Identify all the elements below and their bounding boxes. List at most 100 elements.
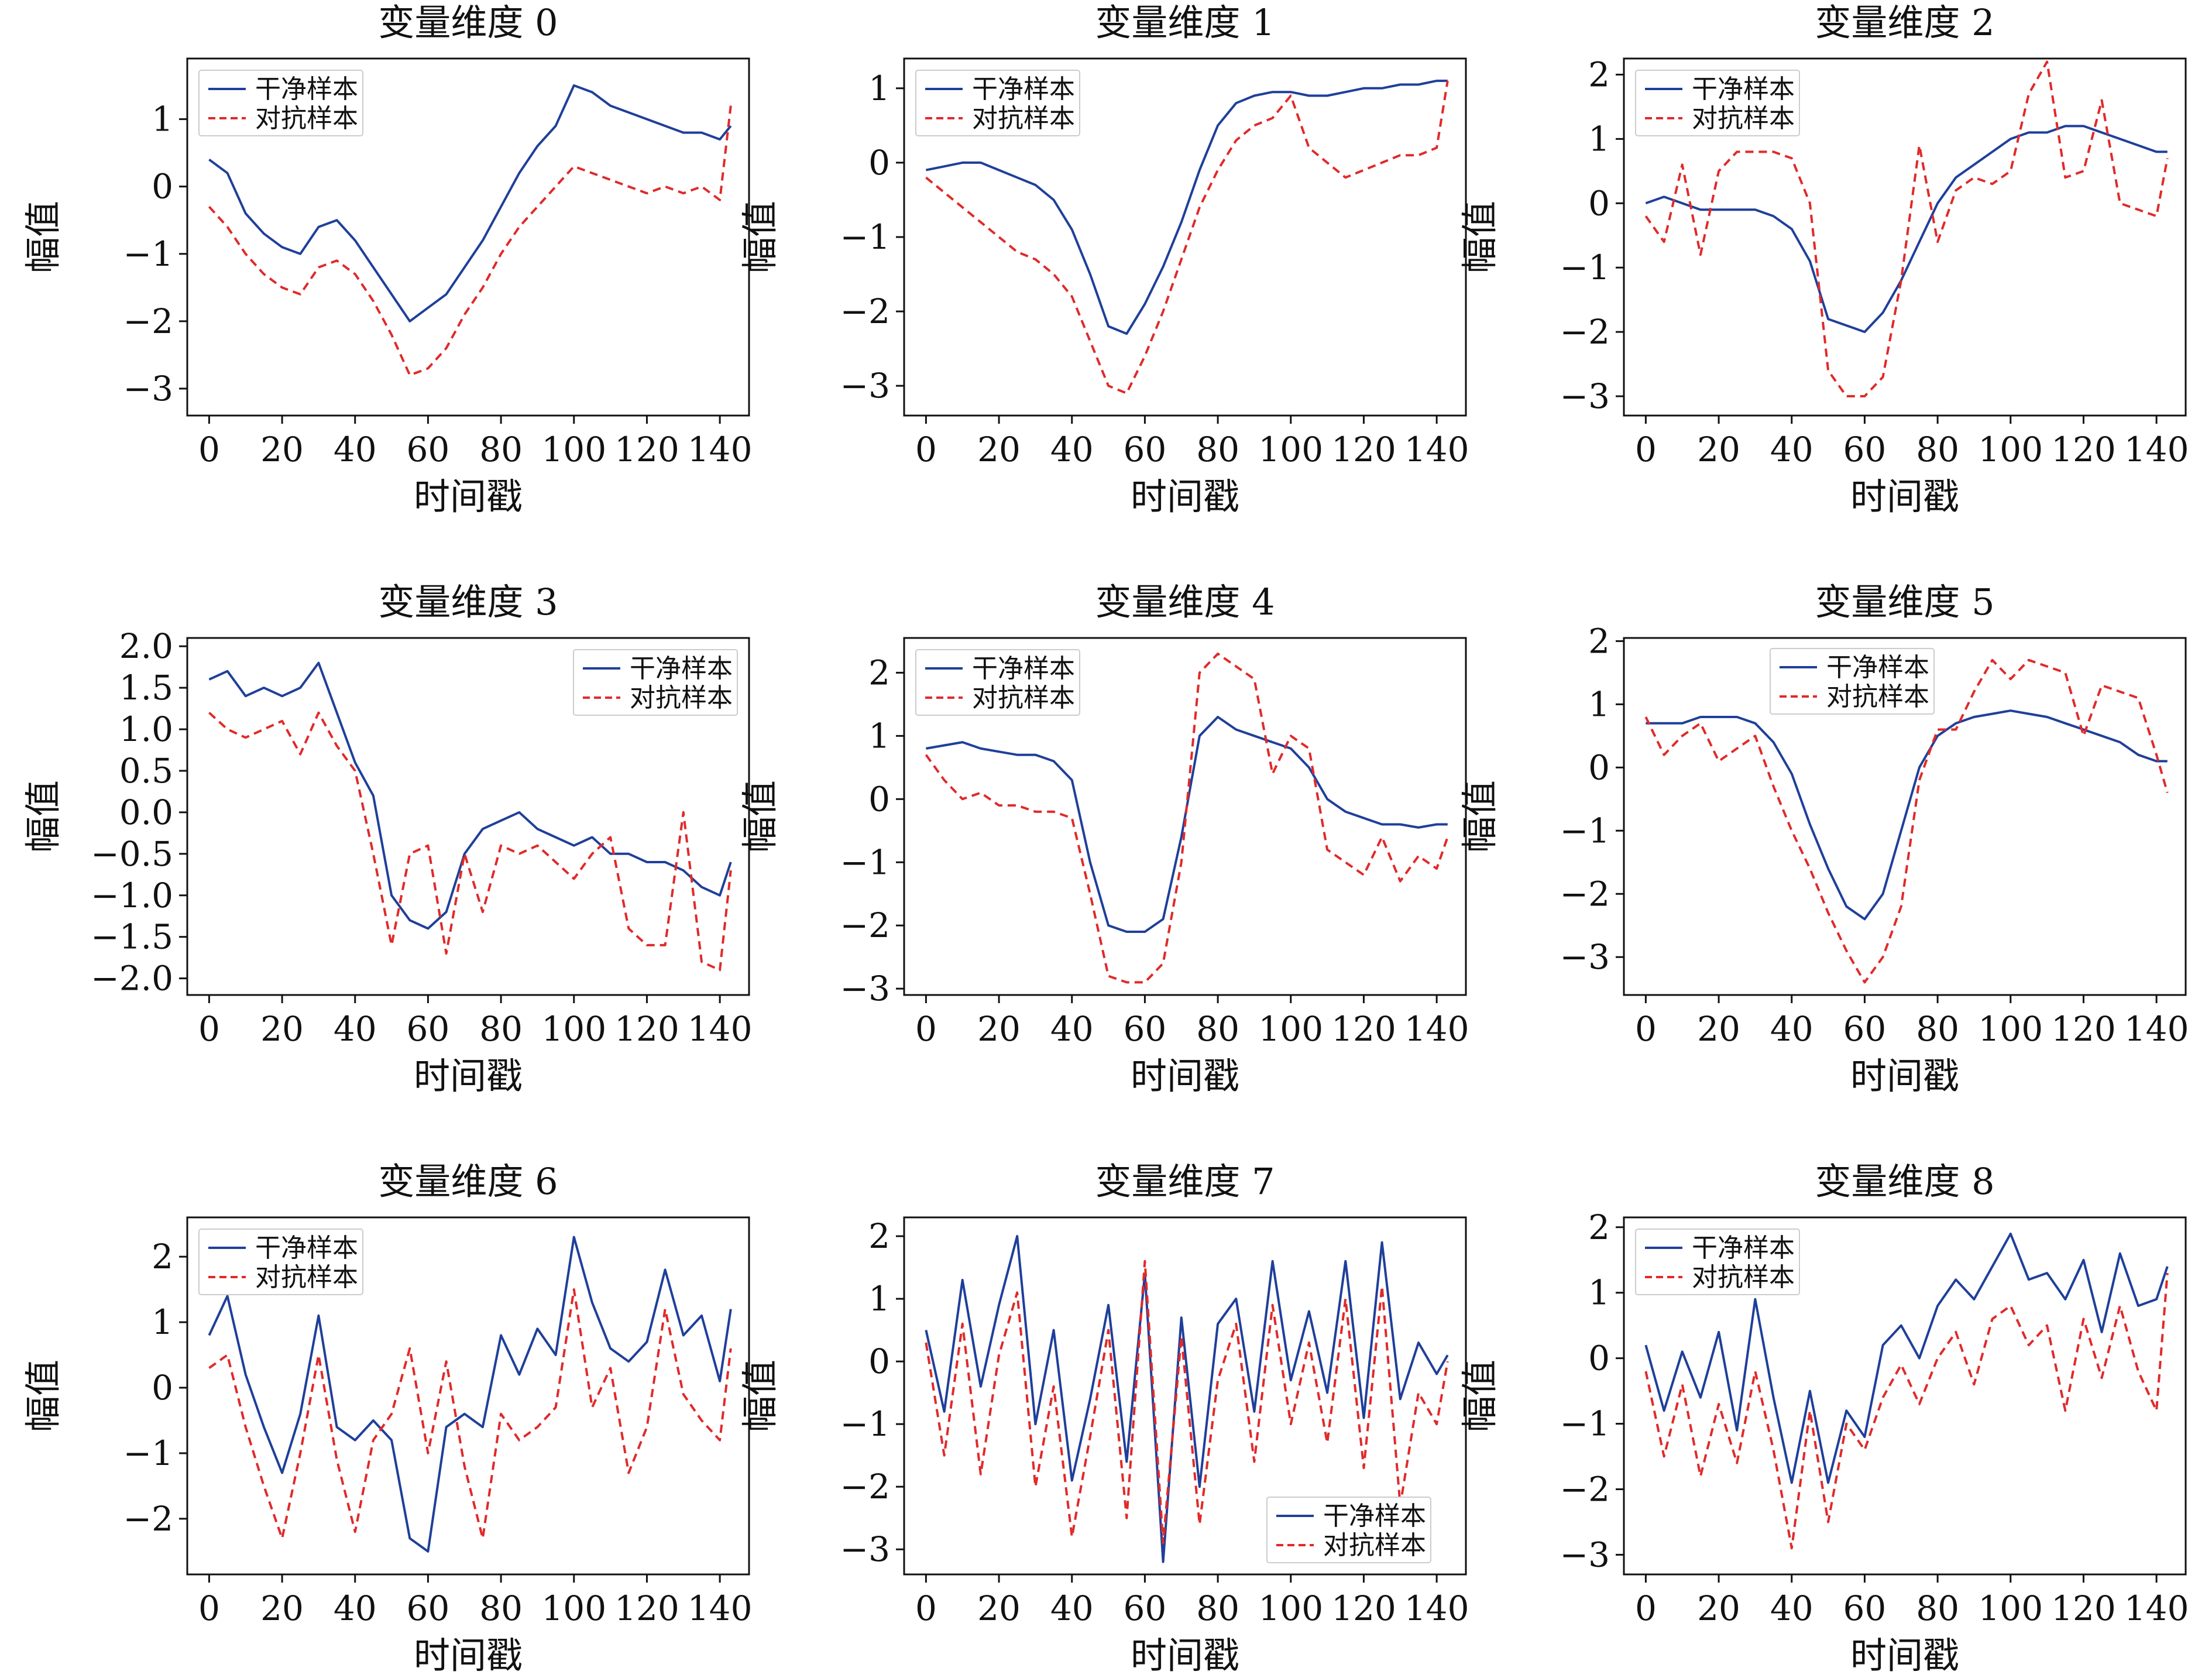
x-axis-label: 时间戳 [1850, 1055, 1959, 1097]
x-tick-label: 0 [915, 430, 937, 469]
x-tick-label: 100 [1258, 1009, 1323, 1049]
plot-frame [1623, 57, 2187, 417]
y-tick-label: 0 [1588, 1339, 1610, 1378]
x-tick-label: 60 [1124, 1009, 1167, 1049]
y-tick-label: −1.5 [91, 917, 173, 957]
y-tick-label: 2.0 [119, 626, 173, 666]
x-tick-label: 40 [334, 1009, 377, 1049]
x-tick-label: 20 [260, 1588, 304, 1628]
chart-panel-5: 变量维度 5 0 20 40 60 80 100 120 140 −3 −2 −1 0 1 2 时间戳 幅值 干净… [1458, 581, 2189, 1097]
x-axis-label: 时间戳 [1850, 1634, 1959, 1677]
x-tick-label: 120 [614, 1009, 679, 1049]
x-tick-label: 100 [1258, 1588, 1323, 1628]
y-tick-label: 0 [152, 1368, 173, 1408]
y-tick-label: −2 [1560, 1469, 1610, 1509]
adversarial-sample-line [1644, 60, 2169, 397]
y-tick-label: −3 [1560, 937, 1610, 977]
chart-title: 变量维度 3 [378, 581, 558, 623]
plot-frame [903, 637, 1467, 996]
y-tick-label: −2 [840, 905, 891, 945]
chart-title: 变量维度 7 [1095, 1160, 1275, 1203]
adversarial-sample-line [925, 80, 1449, 394]
y-tick-label: −2.0 [91, 959, 173, 998]
clean-sample-line [925, 1235, 1449, 1563]
x-tick-label: 80 [479, 1588, 523, 1628]
y-tick-label: −3 [840, 1529, 891, 1569]
chart-panel-8: 变量维度 8 0 20 40 60 80 100 120 140 −3 −2 −1 0 1 2 时间戳 幅值 干净… [1458, 1160, 2189, 1677]
x-tick-label: 140 [1404, 1009, 1469, 1049]
x-tick-label: 20 [977, 1009, 1021, 1049]
legend-label: 对抗样本 [1692, 1262, 1795, 1292]
x-tick-label: 0 [1635, 1009, 1657, 1049]
y-tick-label: −1 [123, 1433, 174, 1473]
chart-panel-3: 变量维度 3 0 20 40 60 80 100 120 140 −2.0−1.5−1.0−0.5… [22, 581, 752, 1097]
chart-panel-1: 变量维度 1 0 20 40 60 80 100 120 140 −3 −2 −1 0 1 时间戳 幅值 干净样… [739, 1, 1469, 518]
x-tick-label: 40 [1050, 1009, 1094, 1049]
y-tick-label: −3 [1560, 1535, 1610, 1574]
y-tick-label: 2 [1588, 621, 1610, 661]
chart-title: 变量维度 8 [1815, 1160, 1994, 1203]
legend-label: 对抗样本 [1692, 104, 1795, 133]
y-tick-label: 1 [1588, 684, 1610, 724]
legend-box [1635, 70, 1800, 136]
adversarial-sample-line [925, 1260, 1449, 1545]
plot-frame [186, 57, 750, 417]
x-tick-label: 0 [198, 1588, 220, 1628]
legend-box [1266, 1497, 1431, 1563]
y-tick-label: 2 [868, 653, 890, 692]
x-tick-label: 100 [1978, 430, 2043, 469]
y-tick-label: 2 [868, 1216, 890, 1256]
x-tick-label: 140 [1404, 430, 1469, 469]
y-tick-label: −1 [1560, 1404, 1610, 1444]
x-tick-label: 80 [479, 430, 523, 469]
y-tick-label: 0.0 [119, 792, 173, 832]
y-tick-label: −1 [840, 842, 891, 882]
x-tick-label: 40 [334, 430, 377, 469]
y-axis-label: 幅值 [739, 1360, 781, 1432]
clean-sample-line [208, 1236, 732, 1553]
y-tick-label: 1 [1588, 1273, 1610, 1313]
y-tick-label: 2 [1588, 54, 1610, 94]
y-axis-label: 幅值 [22, 1360, 64, 1432]
x-tick-label: 40 [1050, 1588, 1094, 1628]
x-tick-label: 80 [1916, 1009, 1959, 1049]
y-tick-label: 1 [152, 1302, 173, 1342]
adversarial-sample-line [208, 711, 732, 972]
x-tick-label: 60 [1124, 430, 1167, 469]
legend-label: 干净样本 [1692, 1233, 1795, 1263]
x-axis-label: 时间戳 [1131, 1055, 1239, 1097]
x-tick-label: 80 [1196, 1588, 1239, 1628]
x-tick-label: 60 [1843, 1009, 1887, 1049]
adversarial-sample-line [925, 653, 1449, 984]
legend-label: 对抗样本 [972, 104, 1075, 133]
y-tick-label: 1 [868, 1279, 890, 1319]
chart-title: 变量维度 4 [1095, 581, 1275, 623]
plot-frame [186, 637, 750, 996]
x-tick-label: 0 [915, 1009, 937, 1049]
y-tick-label: 2 [152, 1237, 173, 1276]
y-tick-label: −2 [840, 1467, 891, 1507]
plot-frame [1623, 1216, 2187, 1576]
chart-panel-7: 变量维度 7 0 20 40 60 80 100 120 140 −3 −2 −1 0 1 2 时间戳 幅值干净… [739, 1160, 1469, 1677]
x-tick-label: 20 [1697, 1009, 1740, 1049]
clean-sample-line [926, 716, 1448, 933]
clean-sample-line [1646, 709, 2168, 921]
adversarial-sample-line [1644, 658, 2169, 984]
plot-frame [903, 1216, 1467, 1576]
x-tick-label: 140 [2124, 1009, 2189, 1049]
clean-sample-line [926, 80, 1448, 335]
chart-title: 变量维度 5 [1815, 581, 1994, 623]
y-tick-label: 0 [868, 143, 890, 183]
y-axis-label: 幅值 [739, 201, 781, 273]
x-tick-label: 100 [1258, 430, 1323, 469]
y-axis-label: 幅值 [1458, 780, 1501, 853]
x-tick-label: 40 [1770, 1588, 1813, 1628]
x-tick-label: 60 [407, 1588, 450, 1628]
x-tick-label: 140 [688, 1009, 753, 1049]
